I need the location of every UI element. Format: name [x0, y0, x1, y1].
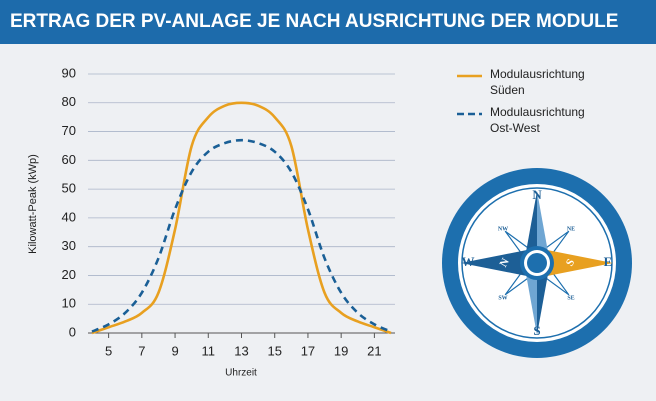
plot: 0 10 20 30 40 50 60 70 80 90 5 7 9 11 13 15 17 19 21 — [62, 65, 395, 358]
compass-label: NE — [567, 226, 575, 232]
y-tick-label: 20 — [62, 267, 76, 282]
x-tick-label: 13 — [234, 343, 248, 358]
y-tick-label: 10 — [62, 296, 76, 311]
legend-label: Modulausrichtung Ost-West — [490, 104, 610, 136]
compass-label: SE — [567, 295, 574, 301]
x-tick-label: 15 — [267, 343, 281, 358]
x-tick-label: 5 — [105, 343, 112, 358]
compass-hub — [527, 253, 547, 273]
compass: N S E W NE NW SE SW N S — [442, 168, 632, 358]
compass-label: NW — [498, 226, 508, 232]
y-tick-label: 40 — [62, 209, 76, 224]
compass-label: SW — [498, 295, 507, 301]
y-tick-label: 50 — [62, 181, 76, 196]
x-tick-label: 11 — [202, 343, 216, 358]
y-axis-label: Kilowatt-Peak (kWp) — [27, 154, 39, 254]
compass-label: S — [533, 323, 540, 338]
x-tick-label: 21 — [367, 343, 381, 358]
compass-label: W — [462, 254, 475, 269]
legend-label: Modulausrichtung Süden — [490, 66, 610, 98]
compass-label: N — [532, 187, 542, 202]
y-tick-label: 80 — [62, 94, 76, 109]
line-series — [92, 140, 391, 331]
x-tick-label: 19 — [334, 343, 348, 358]
y-tick-label: 70 — [62, 123, 76, 138]
compass-label: E — [604, 254, 613, 269]
chart: 0 10 20 30 40 50 60 70 80 90 5 7 9 11 13 15 17 19 21 Kilow… — [0, 0, 656, 401]
y-tick-label: 30 — [62, 238, 76, 253]
x-tick-label: 17 — [301, 343, 315, 358]
x-axis-label: Uhrzeit — [225, 368, 257, 379]
y-tick-label: 90 — [62, 65, 76, 80]
y-tick-label: 0 — [69, 324, 76, 339]
x-tick-label: 7 — [138, 343, 145, 358]
page: ERTRAG DER PV-ANLAGE JE NACH AUSRICHTUNG… — [0, 0, 656, 401]
x-tick-label: 9 — [171, 343, 178, 358]
y-tick-label: 60 — [62, 152, 76, 167]
